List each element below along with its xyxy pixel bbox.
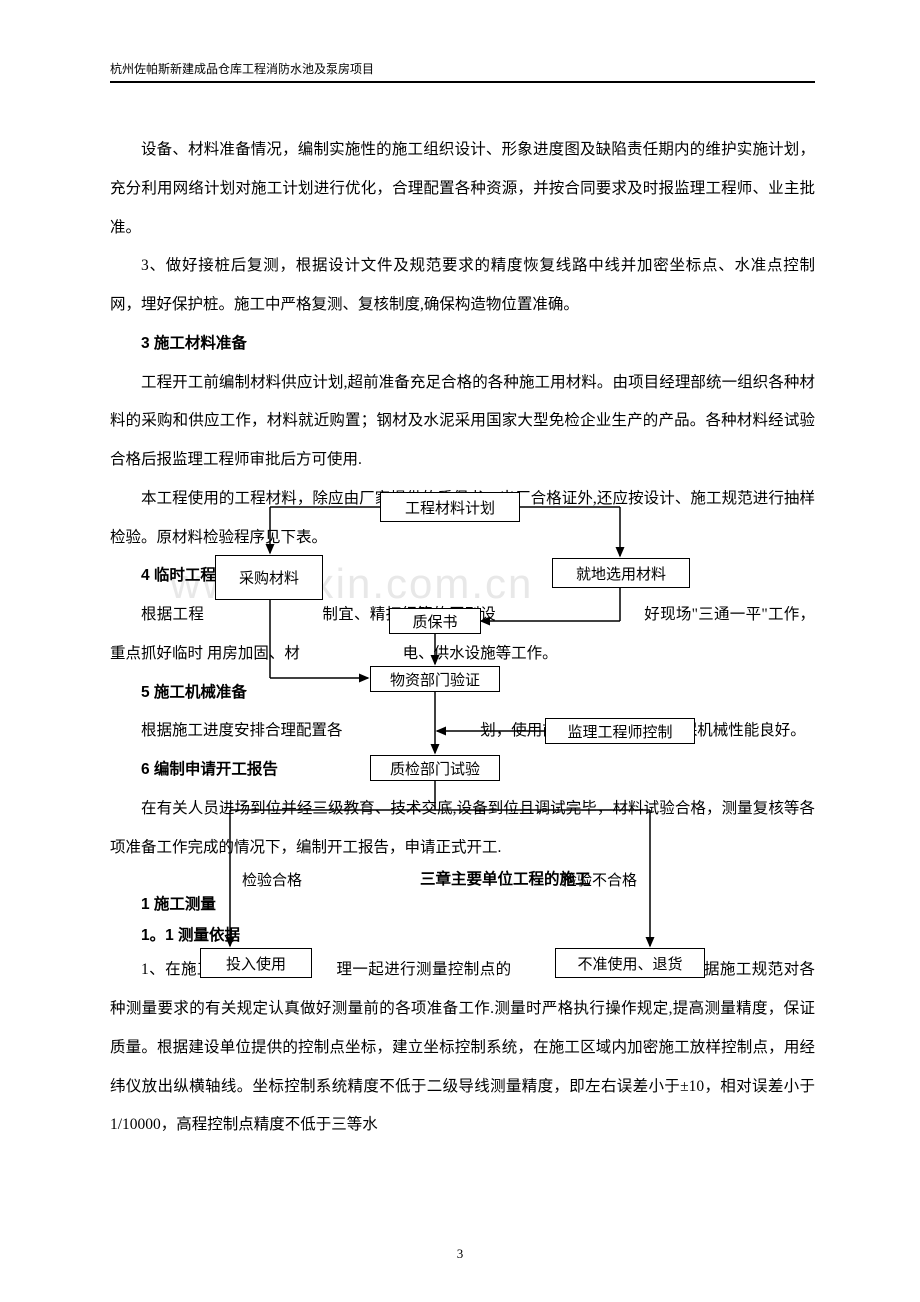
flowchart-lines: [0, 0, 920, 1302]
